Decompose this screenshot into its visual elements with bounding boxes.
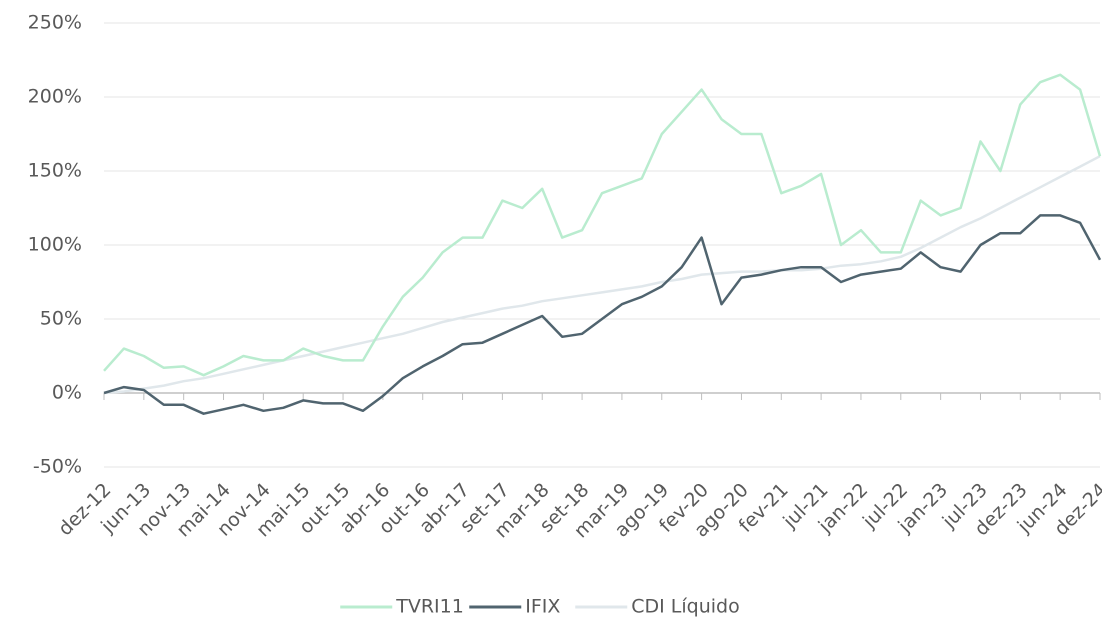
y-tick-label: 150% — [28, 160, 82, 182]
series-line — [103, 73, 1102, 377]
legend-label: IFIX — [525, 596, 560, 618]
y-tick-label: -50% — [33, 456, 82, 478]
y-tick-label: 0% — [52, 382, 82, 404]
series-line — [103, 155, 1101, 395]
y-tick-label: 250% — [28, 12, 82, 34]
legend-label: TVRI11 — [395, 596, 464, 618]
y-tick-label: 200% — [28, 86, 82, 108]
series-line — [103, 214, 1102, 415]
y-tick-label: 100% — [28, 234, 82, 256]
y-tick-label: 50% — [40, 308, 82, 330]
legend-label: CDI Líquido — [631, 596, 739, 618]
